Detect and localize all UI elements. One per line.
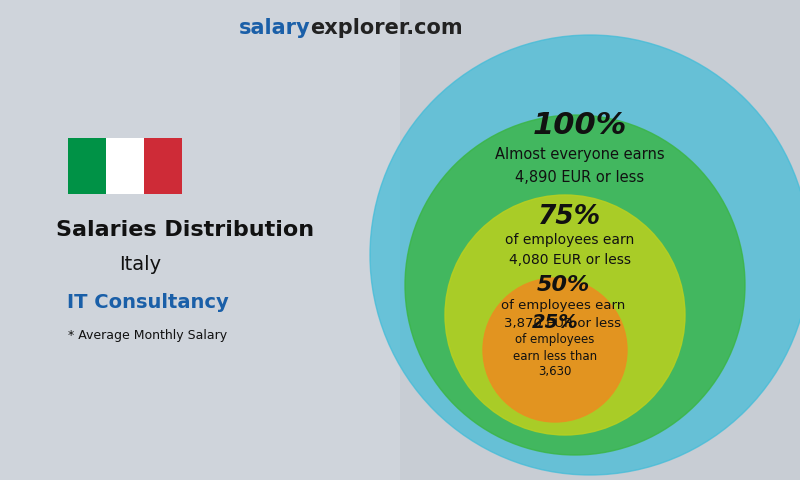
Text: salary: salary [238,18,310,38]
Text: 4,080 EUR or less: 4,080 EUR or less [509,253,631,267]
FancyBboxPatch shape [144,138,182,194]
Text: 3,630: 3,630 [538,365,572,379]
Circle shape [445,195,685,435]
Text: Almost everyone earns: Almost everyone earns [495,147,665,163]
Circle shape [483,278,627,422]
Text: of employees earn: of employees earn [501,299,625,312]
Text: explorer.com: explorer.com [310,18,462,38]
Circle shape [370,35,800,475]
FancyBboxPatch shape [0,0,400,480]
Text: * Average Monthly Salary: * Average Monthly Salary [69,328,227,341]
Text: 50%: 50% [536,275,590,295]
Circle shape [405,115,745,455]
Text: IT Consultancy: IT Consultancy [67,293,229,312]
Text: of employees earn: of employees earn [506,233,634,247]
Text: of employees: of employees [515,334,594,347]
Text: Salaries Distribution: Salaries Distribution [56,220,314,240]
Text: earn less than: earn less than [513,349,597,362]
Text: 25%: 25% [532,312,578,332]
Text: 4,890 EUR or less: 4,890 EUR or less [515,169,645,184]
Text: 3,870 EUR or less: 3,870 EUR or less [505,316,622,329]
FancyBboxPatch shape [106,138,144,194]
Text: Italy: Italy [119,255,161,275]
Text: 75%: 75% [538,204,602,230]
Text: 100%: 100% [533,110,627,140]
FancyBboxPatch shape [68,138,106,194]
